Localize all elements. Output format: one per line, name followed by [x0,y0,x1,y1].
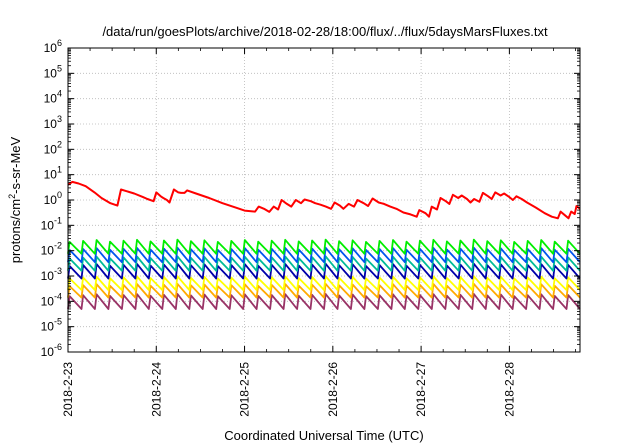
series-line [67,262,581,280]
y-axis-label: protons/cm2-s-sr-MeV [7,136,23,263]
y-tick-label: 10-4 [41,291,62,308]
series-group [67,180,581,310]
y-tick-label: 10-2 [41,241,62,258]
series-line [67,275,581,291]
series-line [67,255,581,272]
y-tick-label: 102 [44,139,62,156]
x-tick-label: 2018-2-25 [238,362,252,417]
series-line [67,246,581,264]
x-tick-label: 2018-2-26 [326,362,340,417]
y-tick-label: 10-6 [41,342,62,359]
series-line [67,292,581,310]
y-tick-label: 10-3 [41,266,62,283]
x-tick-label: 2018-2-24 [149,362,163,417]
y-tick-label: 104 [44,89,62,106]
y-axis-label-pre: protons/cm [8,199,23,263]
y-axis-label-post: -s-sr-MeV [8,136,23,193]
chart-title: /data/run/goesPlots/archive/2018-02-28/1… [102,24,548,39]
y-axis-ticks: 10-6 10-5 10-4 10-3 10-2 10-1 100 101 102 103 104 1… [41,38,580,359]
y-tick-label: 100 [44,190,62,207]
y-tick-label: 101 [44,165,62,182]
series-line [67,180,581,220]
x-axis-ticks: 2018-2-23 2018-2-24 2018-2-25 2018-2-26 2018… [61,48,576,417]
y-tick-label: 10-5 [41,317,62,334]
x-axis-label: Coordinated Universal Time (UTC) [224,428,423,443]
x-tick-label: 2018-2-23 [61,362,75,417]
y-tick-label: 10-1 [41,215,62,232]
series-line [67,238,581,255]
y-tick-label: 103 [44,114,62,131]
x-tick-label: 2018-2-27 [414,362,428,417]
y-tick-label: 106 [44,38,62,55]
series-line [67,282,581,299]
x-tick-label: 2018-2-28 [502,362,516,417]
y-axis-label-sup: 2 [7,194,17,199]
y-tick-label: 105 [44,63,62,80]
